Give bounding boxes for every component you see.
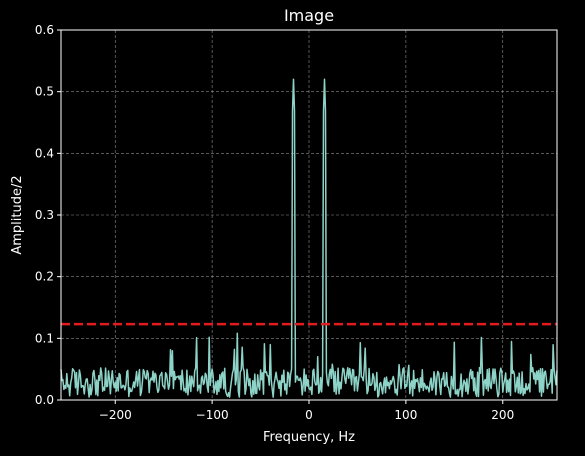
spectrum-series-line xyxy=(60,78,558,398)
x-tick-label: 100 xyxy=(394,408,417,422)
y-tick-label: 0.3 xyxy=(35,208,54,222)
x-tick-label: 200 xyxy=(491,408,514,422)
x-tick-label: −100 xyxy=(196,408,229,422)
x-axis-ticks: −200 −100 0 100 200 xyxy=(99,400,514,422)
x-axis-label: Frequency, Hz xyxy=(263,430,355,445)
y-tick-label: 0.6 xyxy=(35,23,54,37)
y-tick-label: 0.1 xyxy=(35,331,54,345)
chart-title: Image xyxy=(284,6,334,25)
plot-content xyxy=(60,78,558,398)
grid-lines xyxy=(61,30,557,400)
y-tick-label: 0.2 xyxy=(35,270,54,284)
y-axis-ticks: 0.0 0.1 0.2 0.3 0.4 0.5 0.6 xyxy=(35,23,61,407)
y-tick-label: 0.0 xyxy=(35,393,54,407)
y-tick-label: 0.5 xyxy=(35,85,54,99)
x-tick-label: −200 xyxy=(99,408,132,422)
y-tick-label: 0.4 xyxy=(35,146,54,160)
y-axis-label: Amplitude/2 xyxy=(10,175,25,254)
x-tick-label: 0 xyxy=(305,408,313,422)
